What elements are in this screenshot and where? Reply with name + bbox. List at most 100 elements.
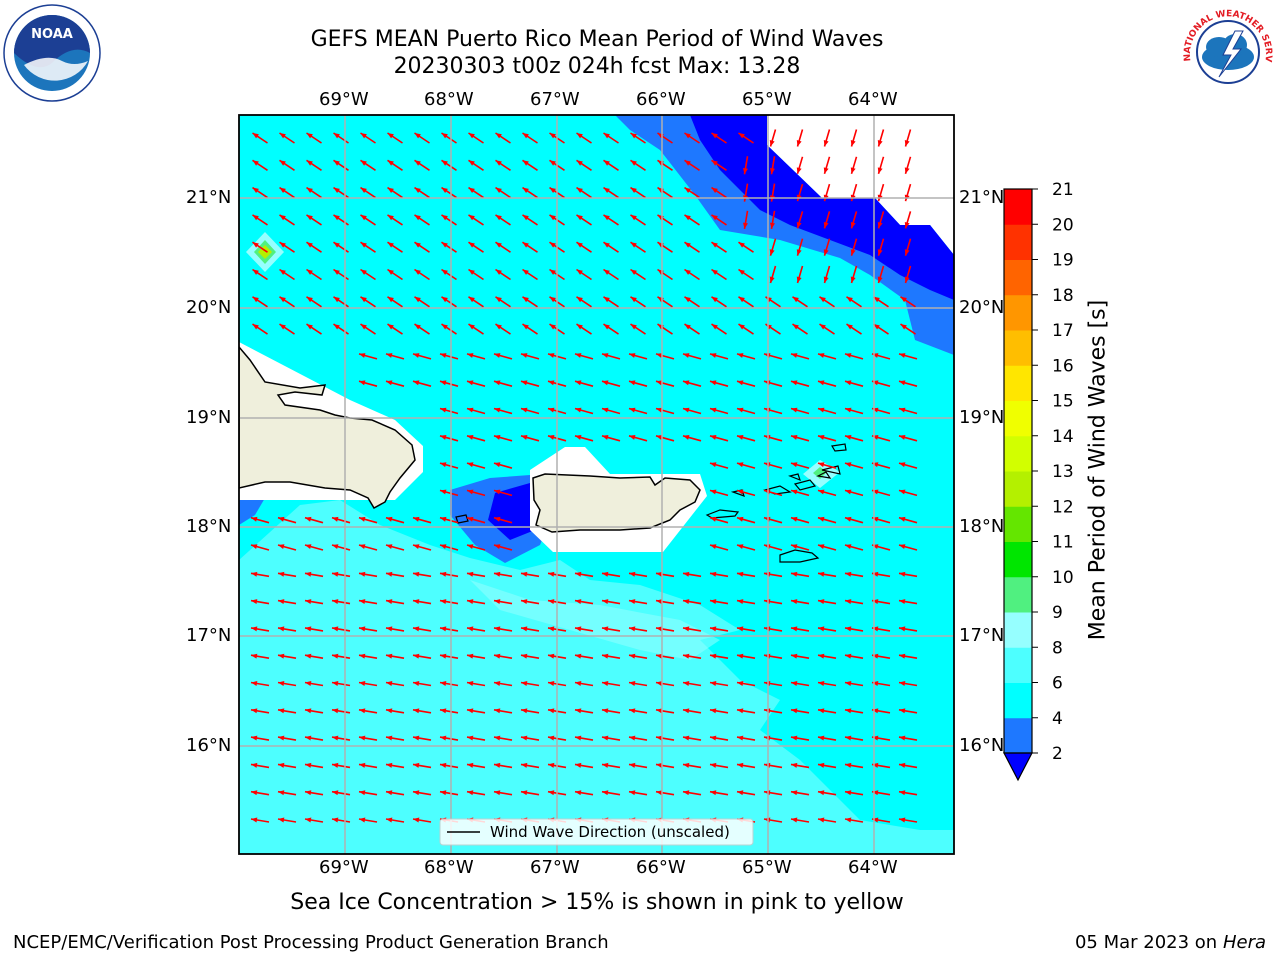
- wave-direction-arrowhead: [279, 296, 286, 303]
- wave-direction-arrowhead: [845, 544, 852, 550]
- wave-direction-arrowhead: [877, 276, 883, 283]
- colorbar-tick-label: 2: [1052, 744, 1063, 764]
- wave-direction-arrowhead: [467, 407, 474, 413]
- wave-direction-arrowhead: [440, 544, 447, 550]
- wave-direction-arrowhead: [629, 599, 636, 605]
- colorbar-segment: [1004, 506, 1032, 542]
- wave-direction-arrowhead: [791, 462, 798, 468]
- wave-direction-arrowhead: [769, 140, 775, 147]
- wave-direction-arrowhead: [522, 269, 529, 275]
- wave-direction-arrowhead: [306, 214, 313, 221]
- wave-direction-arrowhead: [711, 214, 718, 221]
- wave-direction-arrowhead: [413, 571, 420, 577]
- wave-direction-arrowhead: [360, 324, 367, 330]
- wave-direction-arrowhead: [603, 296, 610, 303]
- wave-direction-arrowhead: [819, 296, 826, 303]
- wave-direction-arrowhead: [899, 544, 906, 550]
- wave-direction-arrowhead: [877, 167, 883, 174]
- wave-direction-arrowhead: [440, 599, 447, 605]
- wave-direction-arrowhead: [603, 214, 610, 221]
- wave-direction-arrowhead: [899, 516, 906, 522]
- wave-direction-arrowhead: [656, 599, 663, 605]
- wave-direction-arrowhead: [656, 681, 663, 686]
- wave-direction-arrowhead: [629, 708, 636, 714]
- wave-direction-arrowhead: [305, 544, 312, 550]
- wave-direction-arrowhead: [683, 681, 690, 686]
- wave-direction-arrowhead: [333, 269, 340, 275]
- wave-direction-arrowhead: [467, 626, 474, 632]
- wave-direction-arrowhead: [387, 324, 394, 330]
- wave-direction-arrowhead: [548, 708, 555, 714]
- wave-direction-arrowhead: [791, 407, 798, 413]
- wave-direction-arrowhead: [823, 167, 829, 174]
- wave-direction-arrowhead: [414, 133, 421, 139]
- wave-direction-arrowhead: [791, 681, 798, 686]
- wave-direction-arrowhead: [656, 571, 663, 577]
- lon-label-top-65w: 65°W: [742, 89, 792, 110]
- wave-direction-arrowhead: [845, 407, 852, 413]
- wave-direction-arrowhead: [791, 516, 798, 522]
- wave-direction-arrowhead: [899, 762, 906, 768]
- wave-direction-arrowhead: [818, 516, 825, 522]
- wave-direction-arrowhead: [278, 790, 285, 796]
- wave-direction-arrowhead: [846, 296, 853, 303]
- wave-direction-arrowhead: [818, 544, 825, 550]
- wave-direction-arrowhead: [332, 653, 339, 659]
- wave-direction-arrowhead: [602, 434, 609, 440]
- wave-direction-arrowhead: [738, 133, 745, 139]
- wave-direction-arrowhead: [414, 214, 421, 221]
- wave-direction-arrowhead: [441, 187, 448, 194]
- wave-direction-arrowhead: [710, 544, 717, 550]
- lon-label-bottom-64w: 64°W: [848, 857, 898, 878]
- lat-label-left-18n: 18°N: [186, 516, 232, 537]
- lat-label-right-20n: 20°N: [959, 297, 1005, 318]
- wave-direction-arrowhead: [522, 133, 529, 139]
- wave-direction-arrowhead: [845, 762, 852, 768]
- wave-direction-arrowhead: [521, 762, 528, 768]
- wave-direction-arrowhead: [467, 544, 474, 550]
- colorbar: 2 4 6 8 9 10 11 12 13 14 15 16 17 18 19 20 21: [1003, 180, 1074, 782]
- wave-direction-arrowhead: [764, 434, 771, 440]
- wave-direction-arrowhead: [738, 296, 745, 303]
- wave-direction-arrowhead: [575, 708, 582, 714]
- wave-direction-arrowhead: [764, 516, 771, 522]
- hispaniola-land: [239, 345, 416, 510]
- wave-direction-arrowhead: [656, 735, 663, 741]
- wave-direction-arrowhead: [252, 133, 259, 139]
- lon-label-top-69w: 69°W: [319, 89, 369, 110]
- wave-direction-arrowhead: [575, 762, 582, 768]
- wave-direction-arrowhead: [899, 735, 906, 741]
- noaa-logo-text: NOAA: [31, 27, 73, 42]
- wave-direction-arrowhead: [738, 242, 745, 248]
- colorbar-segment: [1004, 224, 1032, 260]
- wave-direction-arrowhead: [332, 544, 339, 550]
- wave-direction-arrowhead: [683, 434, 690, 440]
- wave-direction-arrowhead: [251, 790, 258, 796]
- lon-label-top-68w: 68°W: [424, 89, 474, 110]
- lat-label-left-17n: 17°N: [186, 625, 232, 646]
- wave-direction-arrowhead: [414, 187, 421, 194]
- wave-direction-arrowhead: [440, 653, 447, 659]
- wave-direction-arrowhead: [873, 296, 880, 303]
- colorbar-segment: [1004, 259, 1032, 296]
- wave-direction-arrowhead: [333, 133, 340, 139]
- wave-direction-arrowhead: [602, 626, 609, 632]
- wave-direction-arrowhead: [251, 708, 258, 714]
- wave-direction-arrowhead: [629, 762, 636, 768]
- wave-direction-arrowhead: [468, 242, 475, 248]
- wave-direction-arrowhead: [306, 296, 313, 303]
- wave-direction-arrowhead: [440, 462, 447, 468]
- colorbar-tick-label: 8: [1052, 638, 1063, 658]
- wave-direction-arrowhead: [899, 407, 906, 413]
- wave-direction-arrowhead: [791, 626, 798, 632]
- wave-direction-arrowhead: [440, 489, 447, 495]
- wave-direction-arrowhead: [764, 544, 771, 550]
- wave-direction-arrowhead: [845, 735, 852, 741]
- wave-direction-arrowhead: [818, 462, 825, 468]
- wave-direction-arrowhead: [467, 599, 474, 605]
- wave-direction-arrowhead: [251, 626, 258, 632]
- lon-label-bottom-66w: 66°W: [636, 857, 686, 878]
- wave-direction-arrowhead: [332, 516, 339, 522]
- wave-direction-arrowhead: [278, 626, 285, 632]
- wave-direction-arrowhead: [629, 790, 636, 796]
